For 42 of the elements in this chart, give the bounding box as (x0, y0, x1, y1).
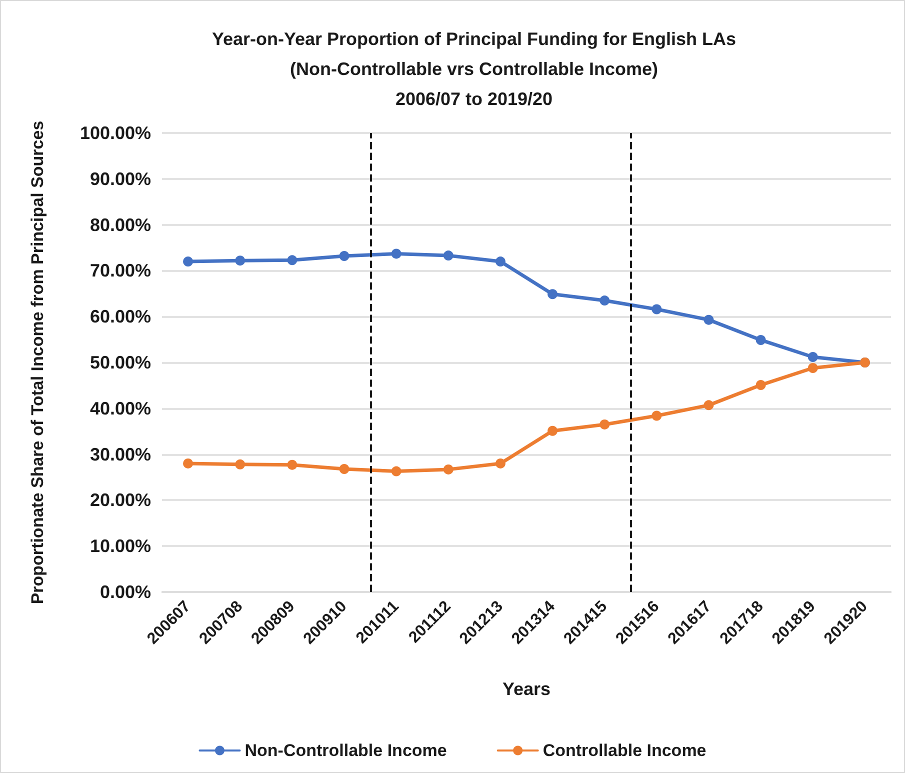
y-tick-label: 90.00% (90, 168, 151, 189)
point (443, 464, 454, 474)
point (287, 460, 298, 470)
point (391, 466, 402, 476)
y-axis-title: Proportionate Share of Total Income from Principal Sources (28, 120, 47, 604)
y-tick-label: 20.00% (90, 490, 151, 510)
point (183, 458, 194, 468)
point (756, 380, 766, 390)
x-axis-title: Years (502, 679, 551, 699)
point (756, 335, 766, 346)
point (652, 304, 662, 314)
legend-label: Controllable Income (542, 741, 706, 760)
point (339, 464, 350, 474)
y-tick-label: 100.00% (80, 123, 151, 143)
point (495, 256, 506, 267)
point (704, 314, 714, 325)
y-tick-label: 0.00% (100, 582, 151, 602)
point (235, 459, 246, 470)
legend-label: Non-Controllable Income (244, 741, 447, 760)
y-tick-label: 30.00% (90, 444, 151, 464)
point (235, 256, 246, 266)
point (495, 458, 506, 468)
point (808, 352, 818, 362)
point (808, 363, 818, 374)
point (600, 419, 610, 430)
y-tick-label: 50.00% (90, 352, 151, 372)
point (183, 256, 194, 267)
point (600, 296, 610, 306)
y-tick-label: 40.00% (90, 398, 151, 418)
point (548, 289, 558, 300)
point (391, 248, 402, 259)
point (548, 426, 558, 436)
point (339, 251, 350, 262)
point (443, 250, 454, 261)
y-tick-label: 80.00% (90, 214, 151, 235)
y-tick-label: 60.00% (90, 306, 151, 327)
point (704, 400, 714, 410)
point (287, 255, 298, 266)
chart-title: Year-on-Year Proportion of Principal Funding for English LAs (Non-Controllable vrs Controllable Income) 2006/07 to 2019/20 (212, 29, 736, 109)
point (652, 410, 662, 421)
y-tick-label: 10.00% (90, 536, 151, 556)
y-tick-label: 70.00% (90, 260, 151, 281)
